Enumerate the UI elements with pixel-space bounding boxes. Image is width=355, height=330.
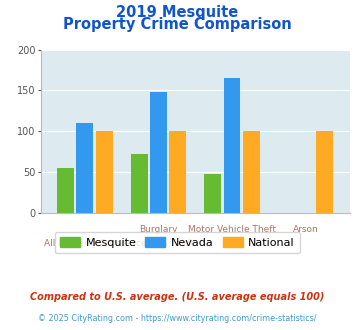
Bar <box>76 123 93 213</box>
Legend: Mesquite, Nevada, National: Mesquite, Nevada, National <box>55 232 300 253</box>
Text: Arson: Arson <box>293 225 318 234</box>
Bar <box>131 154 148 213</box>
Bar <box>58 168 74 213</box>
Text: All Property Crime: All Property Crime <box>44 239 126 248</box>
Text: Compared to U.S. average. (U.S. average equals 100): Compared to U.S. average. (U.S. average … <box>30 292 325 302</box>
Bar <box>150 92 167 213</box>
Bar <box>316 131 333 213</box>
Text: Property Crime Comparison: Property Crime Comparison <box>63 17 292 32</box>
Text: 2019 Mesquite: 2019 Mesquite <box>116 5 239 20</box>
Bar <box>243 131 260 213</box>
Bar <box>224 78 240 213</box>
Text: © 2025 CityRating.com - https://www.cityrating.com/crime-statistics/: © 2025 CityRating.com - https://www.city… <box>38 314 317 323</box>
Text: Burglary: Burglary <box>139 225 178 234</box>
Bar <box>169 131 186 213</box>
Bar <box>95 131 113 213</box>
Text: Motor Vehicle Theft: Motor Vehicle Theft <box>188 225 276 234</box>
Bar <box>204 175 222 213</box>
Text: Larceny & Theft: Larceny & Theft <box>122 239 195 248</box>
